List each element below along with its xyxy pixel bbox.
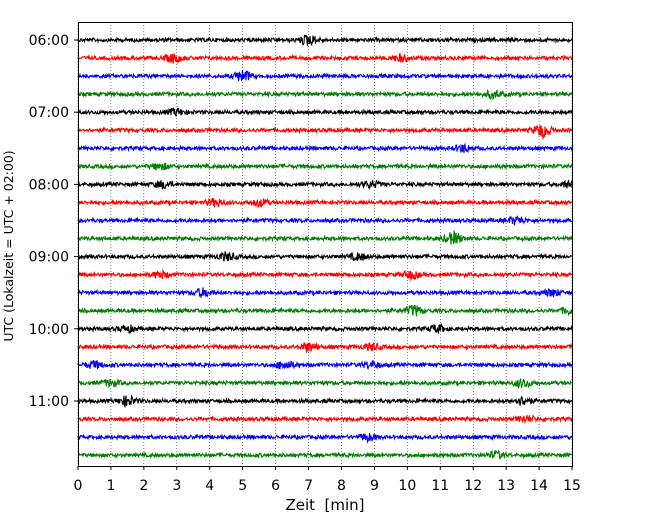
x-tick-label: 0 (74, 478, 83, 494)
x-axis-title: Zeit [min] (285, 496, 364, 514)
x-tick-label: 15 (563, 478, 581, 494)
trace-1030 (77, 359, 573, 371)
trace-0730 (77, 142, 573, 154)
x-tick-label: 12 (464, 478, 482, 494)
x-tick-label: 7 (304, 478, 313, 494)
y-tick-label: 07:00 (29, 105, 69, 121)
x-tick-label: 5 (238, 478, 247, 494)
trace-0700 (77, 107, 573, 117)
trace-1000 (77, 323, 573, 335)
x-tick-label: 2 (139, 478, 148, 494)
x-tick-label: 8 (337, 478, 346, 494)
trace-0645 (77, 89, 573, 101)
x-tick-label: 4 (205, 478, 214, 494)
x-tick-label: 6 (271, 478, 280, 494)
trace-1130 (77, 433, 573, 444)
trace-0915 (77, 268, 573, 282)
trace-0630 (77, 69, 573, 82)
trace-0800 (77, 179, 573, 191)
x-axis: 0 1 2 3 4 5 6 7 8 9 10 11 12 13 14 15 (74, 466, 581, 494)
trace-0715 (77, 125, 573, 141)
y-axis: 06:00 07:00 08:00 09:00 10:00 11:00 (29, 33, 78, 410)
y-tick-label: 11:00 (29, 394, 69, 410)
seismic-traces (77, 34, 573, 460)
x-tick-label: 10 (398, 478, 416, 494)
trace-1045 (77, 378, 573, 390)
trace-1015 (77, 342, 573, 354)
x-tick-label: 3 (172, 478, 181, 494)
y-tick-label: 06:00 (29, 33, 69, 49)
trace-0930 (77, 287, 573, 298)
plot-frame (78, 22, 573, 467)
x-tick-label: 1 (106, 478, 115, 494)
x-tick-label: 13 (497, 478, 515, 494)
trace-0845 (77, 229, 573, 245)
y-axis-title: UTC (Lokalzeit = UTC + 02:00) (1, 150, 16, 341)
x-tick-label: 14 (530, 478, 548, 494)
y-tick-label: 09:00 (29, 250, 69, 266)
trace-1115 (77, 414, 573, 424)
trace-0945 (77, 304, 573, 317)
trace-1145 (77, 449, 573, 460)
x-tick-label: 9 (370, 478, 379, 494)
trace-1100 (77, 394, 573, 409)
trace-0745 (77, 162, 573, 171)
trace-0830 (77, 215, 573, 226)
x-tick-label: 11 (431, 478, 449, 494)
trace-0615 (77, 52, 573, 65)
y-tick-label: 10:00 (29, 322, 69, 338)
trace-0600 (77, 34, 573, 46)
trace-0815 (77, 197, 573, 209)
trace-0900 (77, 251, 573, 262)
y-tick-label: 08:00 (29, 177, 69, 193)
